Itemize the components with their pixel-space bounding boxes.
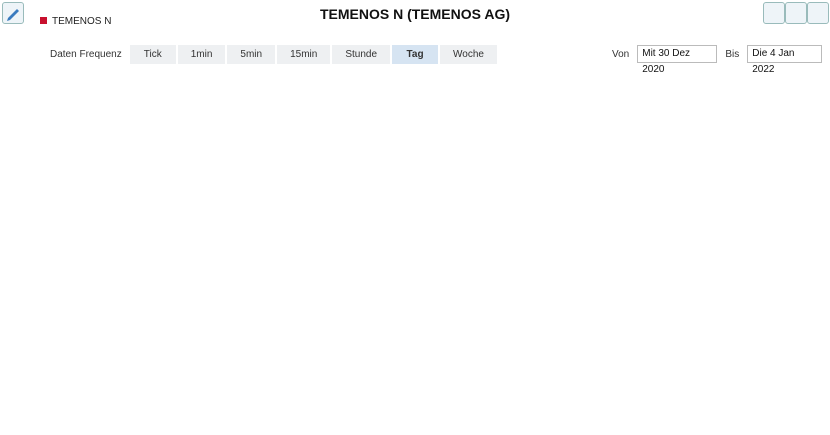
frequency-button[interactable]: 1min xyxy=(177,45,226,64)
frequency-button[interactable]: Woche xyxy=(440,45,497,64)
from-label: Von xyxy=(612,48,630,60)
toolbar: Daten Frequenz Tick 1min 5min 15min Stunde Tag… xyxy=(50,45,499,64)
to-input[interactable]: Die 4 Jan 2022 xyxy=(747,45,822,75)
frequency-button[interactable]: Tick xyxy=(129,45,176,64)
from-input[interactable]: Mit 30 Dez 2020 xyxy=(637,45,718,75)
frequency-button[interactable]: 15min xyxy=(277,45,331,64)
to-label: Bis xyxy=(725,48,740,60)
frequency-label: Daten Frequenz xyxy=(50,49,122,60)
legend-label: TEMENOS N xyxy=(52,16,112,27)
frequency-button[interactable]: Tag xyxy=(392,45,439,64)
frequency-button[interactable]: 5min xyxy=(227,45,276,64)
print-button[interactable] xyxy=(763,2,785,24)
zoom-button[interactable] xyxy=(807,2,829,24)
legend: TEMENOS N xyxy=(40,16,111,27)
date-range: Von Mit 30 Dez 2020 Bis Die 4 Jan 2022 xyxy=(612,45,830,75)
frequency-button[interactable]: Stunde xyxy=(332,45,391,64)
chart-title: TEMENOS N (TEMENOS AG) xyxy=(319,6,511,22)
legend-swatch xyxy=(40,17,47,24)
download-button[interactable] xyxy=(785,2,807,24)
